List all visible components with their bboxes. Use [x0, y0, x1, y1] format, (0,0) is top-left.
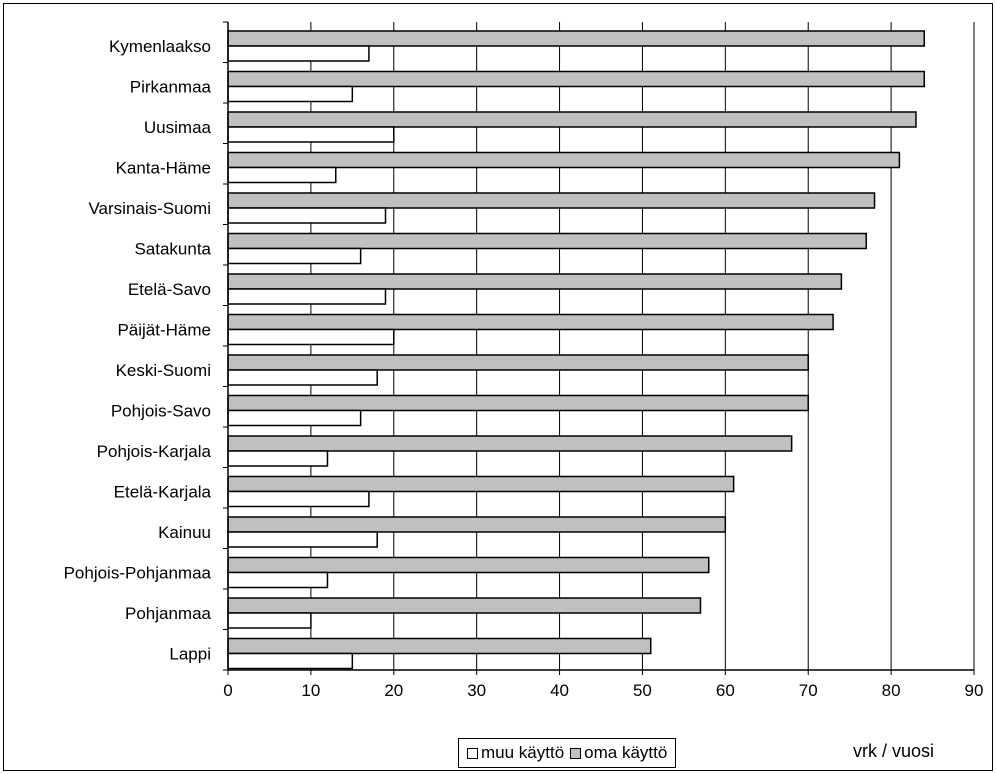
x-axis-unit-label: vrk / vuosi [853, 741, 935, 761]
bar-oma-kaytto [227, 556, 710, 574]
bar-oma-kaytto [227, 637, 652, 655]
x-tick-label: 60 [716, 681, 735, 700]
x-tick-label: 10 [301, 681, 320, 700]
category-label: Päijät-Häme [117, 321, 211, 340]
bar-oma-kaytto [227, 70, 926, 88]
legend-item-muu: muu käyttö [467, 743, 564, 763]
bar-muu-kaytto [227, 247, 362, 265]
x-tick-label: 30 [467, 681, 486, 700]
bar-muu-kaytto [227, 490, 370, 508]
legend-swatch-oma [570, 747, 582, 759]
category-label: Keski-Suomi [116, 361, 211, 380]
bar-muu-kaytto [227, 571, 329, 589]
category-label: Lappi [169, 645, 211, 664]
bar-muu-kaytto [227, 85, 354, 103]
bar-muu-kaytto [227, 207, 387, 224]
bar-oma-kaytto [227, 516, 727, 533]
bar-oma-kaytto [227, 597, 702, 614]
bar-oma-kaytto [227, 192, 876, 209]
bar-oma-kaytto [227, 394, 809, 412]
category-label: Kymenlaakso [109, 37, 211, 56]
bar-muu-kaytto [227, 612, 312, 629]
legend-label-muu: muu käyttö [481, 743, 565, 762]
bar-oma-kaytto [227, 273, 843, 290]
bar-oma-kaytto [227, 232, 867, 250]
category-label: Pohjois-Savo [111, 402, 211, 421]
legend-swatch-muu [467, 747, 478, 759]
x-tick-label: 0 [223, 681, 232, 700]
bar-oma-kaytto [227, 475, 735, 493]
bar-muu-kaytto [227, 531, 378, 548]
bar-oma-kaytto [227, 354, 809, 371]
category-label: Pirkanmaa [130, 78, 212, 97]
category-label: Etelä-Savo [128, 280, 211, 299]
category-label: Pohjois-Pohjanmaa [64, 564, 212, 583]
category-label: Kanta-Häme [116, 159, 211, 178]
category-label: Kainuu [158, 523, 211, 542]
bar-muu-kaytto [227, 126, 395, 143]
x-tick-label: 20 [384, 681, 403, 700]
category-label: Satakunta [134, 240, 211, 259]
x-tick-label: 80 [882, 681, 901, 700]
bar-muu-kaytto [227, 45, 370, 62]
bar-oma-kaytto [227, 151, 901, 169]
bar-muu-kaytto [227, 652, 354, 670]
legend: muu käyttö oma käyttö [458, 738, 677, 768]
legend-label-oma: oma käyttö [584, 743, 668, 762]
category-label: Varsinais-Suomi [88, 199, 211, 218]
bar-muu-kaytto [227, 450, 329, 467]
category-label: Etelä-Karjala [114, 483, 212, 502]
x-tick-label: 40 [550, 681, 569, 700]
bar-muu-kaytto [227, 369, 378, 386]
bar-muu-kaytto [227, 166, 337, 184]
category-label: Pohjanmaa [125, 604, 212, 623]
legend-item-oma: oma käyttö [570, 743, 667, 763]
bar-oma-kaytto [227, 313, 834, 331]
category-label: Uusimaa [144, 118, 212, 137]
bar-muu-kaytto [227, 409, 362, 427]
bar-oma-kaytto [227, 435, 793, 452]
category-label: Pohjois-Karjala [97, 442, 212, 461]
x-tick-label: 50 [633, 681, 652, 700]
bar-muu-kaytto [227, 328, 395, 346]
bar-muu-kaytto [227, 288, 387, 305]
x-tick-label: 70 [799, 681, 818, 700]
bar-oma-kaytto [227, 30, 926, 47]
x-tick-label: 90 [965, 681, 984, 700]
bar-oma-kaytto [227, 111, 917, 128]
